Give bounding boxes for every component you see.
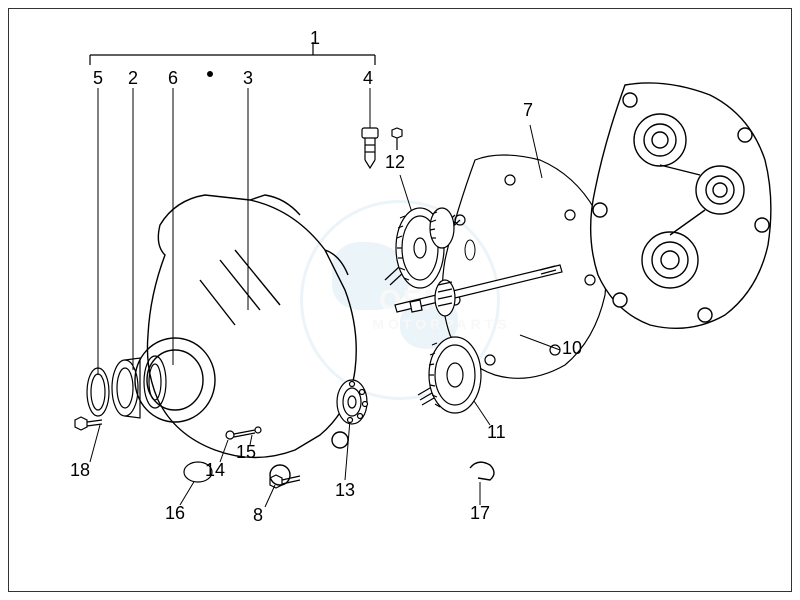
bearing-13 [337, 380, 368, 424]
screw-14-15 [226, 427, 261, 439]
driven-gear-11 [418, 337, 481, 413]
callout-18: 18 [70, 460, 90, 481]
diagram-svg [0, 0, 800, 600]
callout-3: 3 [243, 68, 253, 89]
callout-10: 10 [562, 338, 582, 359]
callout-12: 12 [385, 152, 405, 173]
intermediate-gear-12 [385, 208, 460, 288]
callout-14: 14 [205, 460, 225, 481]
parts-diagram: OEM MOTORPARTS [0, 0, 800, 600]
clip-17 [470, 462, 494, 480]
callout-6: 6 [168, 68, 178, 89]
callout-2: 2 [128, 68, 138, 89]
shim-washer [465, 240, 475, 260]
seal-bearing-stack [87, 356, 166, 418]
callout-8: 8 [253, 505, 263, 526]
callout-16: 16 [165, 503, 185, 524]
callout-7: 7 [523, 100, 533, 121]
callout-5: 5 [93, 68, 103, 89]
callout-13: 13 [335, 480, 355, 501]
callout-1: 1 [310, 28, 320, 49]
callout-4: 4 [363, 68, 373, 89]
callout-15: 15 [236, 442, 256, 463]
gear-cover-right [591, 83, 771, 328]
bolt-18 [75, 417, 102, 430]
callout-11: 11 [487, 422, 506, 443]
callout-17: 17 [470, 503, 490, 524]
